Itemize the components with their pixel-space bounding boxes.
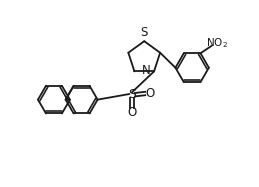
Text: NO$_2$: NO$_2$ — [205, 36, 227, 50]
Text: O: O — [127, 106, 136, 119]
Text: S: S — [141, 26, 148, 39]
Text: O: O — [145, 87, 154, 100]
Text: N: N — [142, 64, 151, 77]
Text: S: S — [128, 88, 136, 101]
